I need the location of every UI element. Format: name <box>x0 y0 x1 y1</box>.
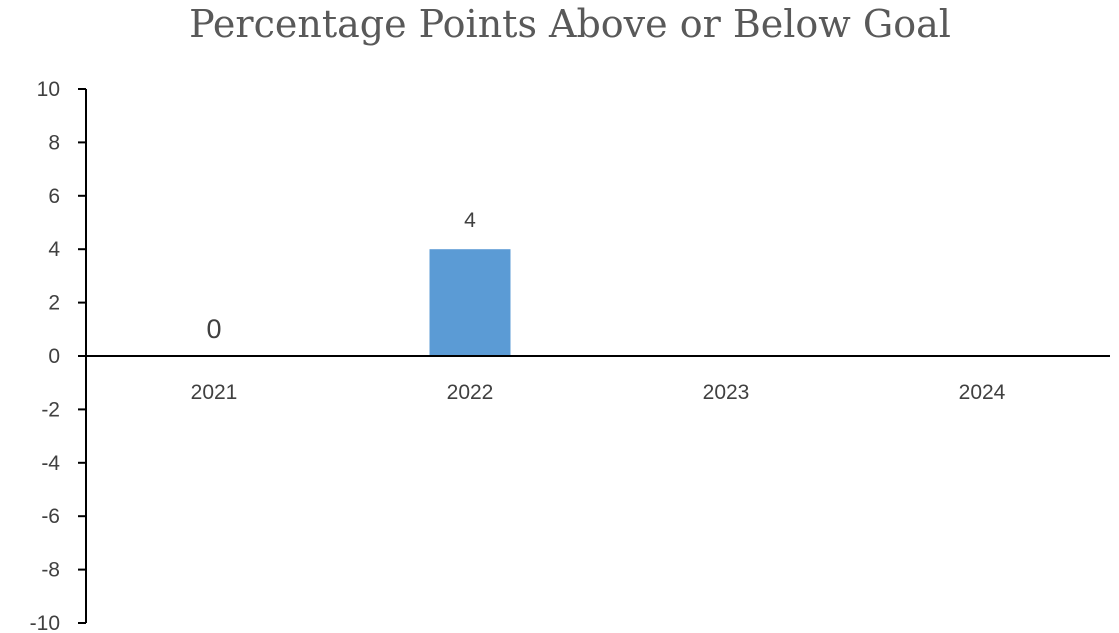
data-label-2022: 4 <box>464 209 476 232</box>
x-axis: 2021 2022 2023 2024 <box>86 355 1110 404</box>
y-tick-label: 2 <box>48 292 60 315</box>
y-tick-label: 6 <box>48 185 60 208</box>
data-label-2021: 0 <box>206 314 221 344</box>
y-tick-label: -6 <box>41 505 60 528</box>
bar-2022 <box>429 249 511 356</box>
x-tick-label: 2021 <box>191 381 238 404</box>
x-tick-label: 2023 <box>703 381 750 404</box>
y-axis: 10 8 6 4 2 0 -2 -4 -6 -8 -10 <box>30 78 87 633</box>
y-tick-label: 10 <box>37 78 60 101</box>
data-labels: 04 <box>206 209 476 344</box>
y-tick-label: -8 <box>41 559 60 582</box>
x-tick-label: 2024 <box>959 381 1006 404</box>
chart-title: Percentage Points Above or Below Goal <box>189 2 951 46</box>
y-tick-label: -2 <box>41 398 60 421</box>
x-tick-label: 2022 <box>447 381 494 404</box>
y-tick-label: -4 <box>41 452 60 475</box>
bars <box>429 249 511 356</box>
y-tick-label: 4 <box>48 238 60 261</box>
y-tick-label: 8 <box>48 131 60 154</box>
y-tick-label: 0 <box>48 345 60 368</box>
y-tick-label: -10 <box>30 612 60 633</box>
